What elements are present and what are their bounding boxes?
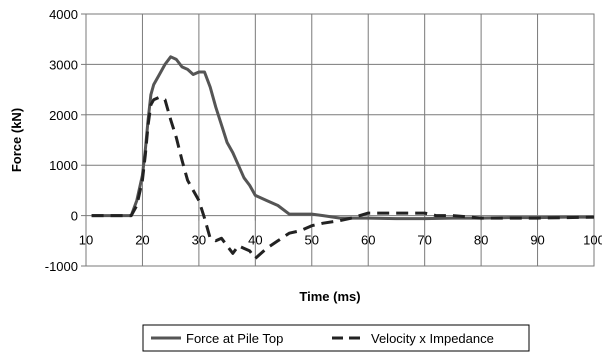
legend: Force at Pile Top Velocity x Impedance (142, 324, 530, 352)
legend-label-velocity: Velocity x Impedance (371, 331, 494, 346)
x-tick-label: 70 (417, 233, 431, 248)
y-tick-label: 1000 (49, 158, 78, 173)
series-line-force-at-pile-top (91, 55, 594, 221)
x-tick-label: 40 (248, 233, 262, 248)
grid (81, 13, 595, 267)
y-axis-title: Force (kN) (9, 108, 24, 172)
x-tick-label: 90 (530, 233, 544, 248)
y-tick-label: 0 (71, 209, 78, 224)
y-tick-labels: 4000 3000 2000 1000 0 -1000 (45, 7, 78, 274)
x-axis-title: Time (ms) (299, 289, 360, 304)
x-tick-label: 20 (135, 233, 149, 248)
plot-area (85, 13, 595, 267)
x-tick-labels: 10 20 30 40 50 60 70 80 90 100 (79, 233, 602, 248)
x-tick-label: 50 (305, 233, 319, 248)
series-layer (91, 55, 595, 260)
x-tick-label: 60 (361, 233, 375, 248)
series-line-velocity-x-impedance (91, 95, 595, 260)
y-tick-label: -1000 (45, 259, 78, 274)
legend-label-force: Force at Pile Top (186, 331, 283, 346)
x-tick-label: 100 (583, 233, 602, 248)
x-tick-label: 80 (474, 233, 488, 248)
y-tick-label: 3000 (49, 57, 78, 72)
y-tick-label: 2000 (49, 108, 78, 123)
x-tick-label: 30 (192, 233, 206, 248)
y-tick-label: 4000 (49, 7, 78, 22)
x-tick-label: 10 (79, 233, 93, 248)
